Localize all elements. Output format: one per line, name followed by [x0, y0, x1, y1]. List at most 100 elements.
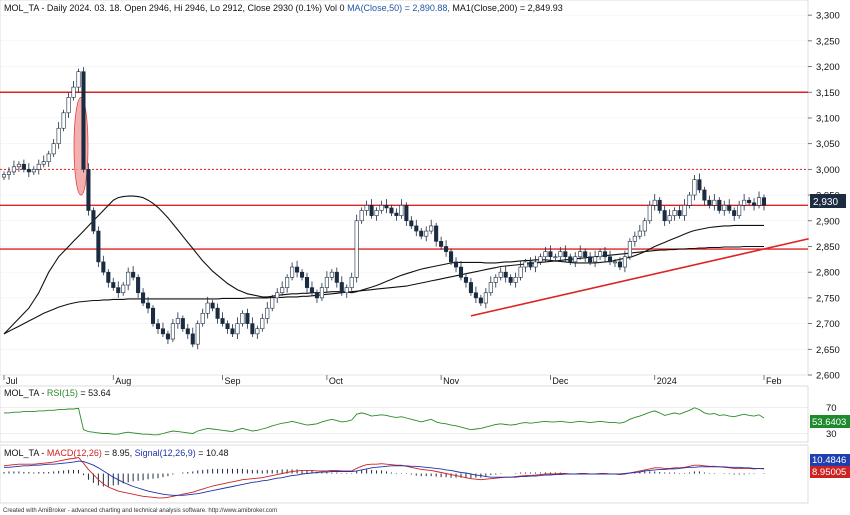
- candle-body: [483, 292, 488, 304]
- candle: [146, 296, 151, 314]
- candle: [503, 266, 508, 283]
- candle-body: [329, 271, 334, 278]
- candle: [21, 159, 26, 173]
- rsi-panel: 70 30 MOL_TA - RSI(15) = 53.64 53.6403: [0, 385, 850, 443]
- candle-body: [632, 235, 637, 242]
- candle: [444, 240, 449, 257]
- candle-body: [761, 197, 767, 206]
- candle-body: [324, 277, 329, 288]
- candle: [51, 139, 56, 158]
- candle-body: [210, 302, 215, 309]
- candle: [329, 269, 334, 281]
- candle-body: [667, 215, 672, 222]
- candle-body: [170, 323, 175, 340]
- candle-body: [290, 266, 295, 278]
- candle: [220, 312, 225, 327]
- candle: [170, 318, 175, 343]
- candle: [737, 200, 742, 219]
- month-label: Jul: [6, 376, 18, 386]
- candle-body: [126, 271, 131, 286]
- candle-body: [498, 271, 503, 278]
- candle: [483, 288, 488, 309]
- candle-body: [553, 256, 558, 259]
- candle-body: [672, 210, 677, 216]
- candle: [543, 246, 548, 262]
- candle: [463, 274, 468, 288]
- candle-body: [101, 261, 106, 273]
- candle-body: [121, 284, 126, 294]
- candle-body: [66, 97, 71, 114]
- candle-body: [1, 174, 7, 178]
- candle-body: [707, 199, 712, 206]
- candle-body: [563, 251, 568, 258]
- candle: [369, 199, 374, 219]
- candle: [41, 155, 46, 168]
- candle-body: [71, 86, 76, 98]
- candle-body: [508, 277, 513, 283]
- macd-lines: [3, 457, 765, 499]
- price-tick-label: 3,050: [816, 139, 840, 150]
- candle-body: [453, 261, 459, 268]
- candle: [136, 274, 141, 298]
- candle: [702, 186, 707, 206]
- candle: [473, 286, 478, 304]
- candle: [275, 288, 280, 304]
- candle: [76, 68, 81, 93]
- candle: [568, 253, 573, 265]
- candle: [677, 205, 682, 219]
- candle: [190, 327, 195, 348]
- candle: [334, 267, 339, 288]
- candle-body: [190, 333, 195, 345]
- macd-panel: MOL_TA - MACD(12,26) = 8.95, Signal(12,2…: [0, 444, 850, 504]
- candle-body: [309, 287, 315, 294]
- candle: [225, 320, 230, 334]
- candle-body: [543, 251, 548, 258]
- price-panel: 3,3003,2503,2003,1503,1003,0503,0002,950…: [0, 0, 846, 386]
- candle: [101, 255, 106, 276]
- candle-body: [165, 333, 170, 340]
- candle-body: [314, 292, 319, 299]
- candle: [488, 276, 493, 296]
- signal-badge: 10.4846: [810, 454, 850, 466]
- price-tick-label: 2,650: [816, 345, 840, 356]
- price-tick-label: 3,300: [816, 11, 840, 22]
- candle-body: [583, 251, 588, 258]
- candle-body: [627, 241, 632, 258]
- candle-body: [747, 199, 752, 204]
- candle-body: [150, 307, 156, 324]
- candle-body: [697, 179, 702, 191]
- candle-body: [463, 277, 468, 283]
- candle: [126, 267, 131, 291]
- candle-body: [250, 323, 255, 335]
- candle: [692, 175, 697, 201]
- candle: [682, 199, 687, 221]
- macd-badge-bg: [810, 466, 850, 478]
- candle: [632, 231, 637, 247]
- candle: [324, 271, 329, 293]
- candle: [300, 269, 305, 281]
- rsi-badge-label: 53.6403: [812, 417, 846, 428]
- candle: [712, 194, 717, 211]
- candle: [270, 294, 275, 312]
- candle-body: [528, 261, 533, 268]
- candle: [260, 313, 265, 332]
- candle-body: [280, 287, 285, 294]
- candle: [250, 317, 255, 337]
- candle-body: [682, 205, 687, 216]
- candle: [478, 294, 483, 307]
- candle-body: [46, 153, 51, 162]
- rsi-gridlines: 70 30: [0, 403, 837, 440]
- candle: [339, 276, 344, 296]
- candle-body: [518, 266, 523, 278]
- candle-body: [384, 205, 389, 209]
- candle-body: [399, 205, 404, 216]
- rsi-tick-label: 30: [826, 429, 837, 440]
- candle: [756, 191, 762, 209]
- candle: [116, 281, 121, 298]
- candle: [319, 282, 324, 301]
- candle-body: [449, 251, 454, 263]
- candle-body: [300, 271, 305, 278]
- rsi-header-value: = 53.64: [80, 388, 110, 398]
- candle-body: [111, 282, 116, 288]
